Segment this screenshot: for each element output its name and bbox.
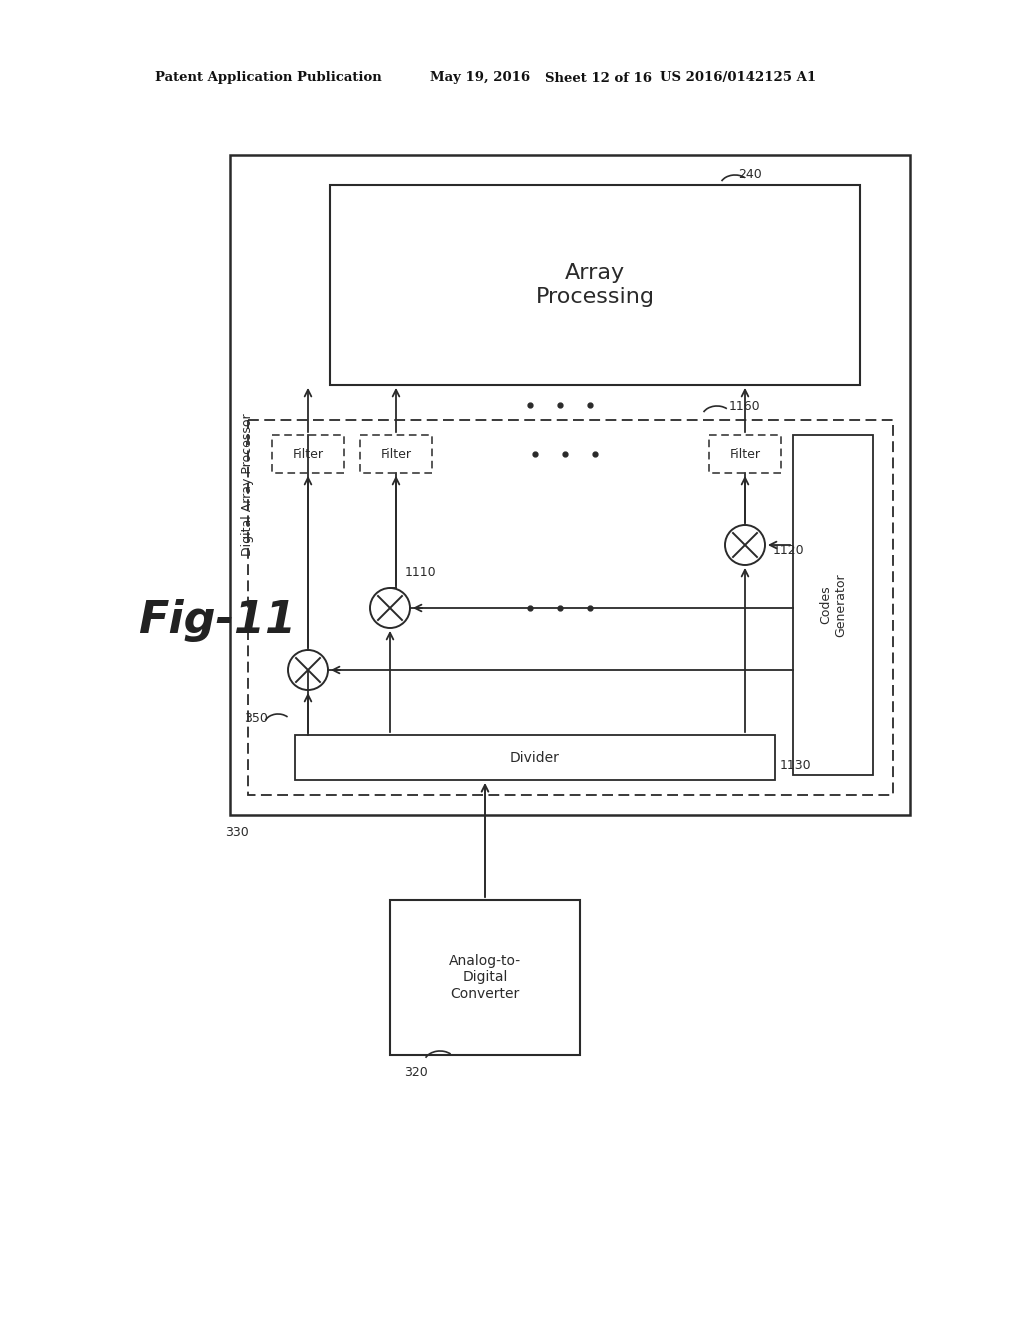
Text: Divider: Divider [510, 751, 560, 764]
Bar [793, 436, 873, 775]
Bar [360, 436, 432, 473]
Text: 240: 240 [738, 169, 762, 181]
Text: Fig-11: Fig-11 [138, 598, 296, 642]
Text: Array
Processing: Array Processing [536, 264, 654, 306]
Bar [295, 735, 775, 780]
Bar [390, 900, 580, 1055]
Bar [248, 420, 893, 795]
Text: 330: 330 [225, 826, 249, 840]
Text: Digital Array Processor: Digital Array Processor [242, 413, 255, 556]
Text: Filter: Filter [381, 447, 412, 461]
Bar [330, 185, 860, 385]
Bar [709, 436, 781, 473]
Text: Sheet 12 of 16: Sheet 12 of 16 [545, 71, 652, 84]
Text: Codes
Generator: Codes Generator [819, 573, 847, 636]
Text: 350: 350 [244, 711, 268, 725]
Text: 320: 320 [404, 1067, 428, 1080]
Text: 1130: 1130 [780, 759, 812, 772]
Text: 1110: 1110 [406, 566, 436, 579]
Text: Filter: Filter [293, 447, 324, 461]
Text: 1120: 1120 [773, 544, 805, 557]
Bar [230, 154, 910, 814]
Text: US 2016/0142125 A1: US 2016/0142125 A1 [660, 71, 816, 84]
Bar [272, 436, 344, 473]
Text: Filter: Filter [729, 447, 761, 461]
Text: Patent Application Publication: Patent Application Publication [155, 71, 382, 84]
Text: Analog-to-
Digital
Converter: Analog-to- Digital Converter [449, 954, 521, 1001]
Text: May 19, 2016: May 19, 2016 [430, 71, 530, 84]
Text: 1160: 1160 [729, 400, 761, 413]
